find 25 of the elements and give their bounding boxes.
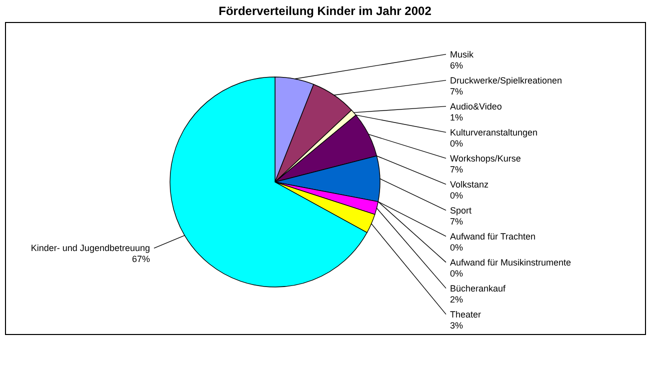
text: 0% [450,138,464,148]
data-label: 7% [450,216,464,226]
slice-label: Theater [450,309,482,320]
category-label: Aufwand für Musikinstrumente [450,257,572,268]
category-label: Aufwand für Trachten [450,231,536,242]
slice-label: Musik [450,49,474,60]
slice-label: Audio&Video [450,101,502,112]
slice-label: Bücherankauf [450,283,506,294]
text: 0% [450,190,464,200]
data-label: 1% [450,112,464,122]
data-label: 67% [132,254,150,264]
chart-title: Förderverteilung Kinder im Jahr 2002 [218,4,432,18]
text: 0% [450,242,464,252]
text: 0% [450,268,464,278]
slice-label: Sport [450,205,472,216]
slice-label: Druckwerke/Spielkreationen [450,75,562,86]
data-label: 7% [450,86,464,96]
data-label: 6% [450,60,464,70]
data-label: 2% [450,294,464,304]
data-label: 7% [450,164,464,174]
category-label: Kulturveranstaltungen [450,127,538,138]
slice-label: Kinder- und Jugendbetreuung [30,243,150,254]
slice-label: Workshops/Kurse [450,153,521,164]
category-label: Volkstanz [450,179,489,190]
data-label: 3% [450,320,464,330]
